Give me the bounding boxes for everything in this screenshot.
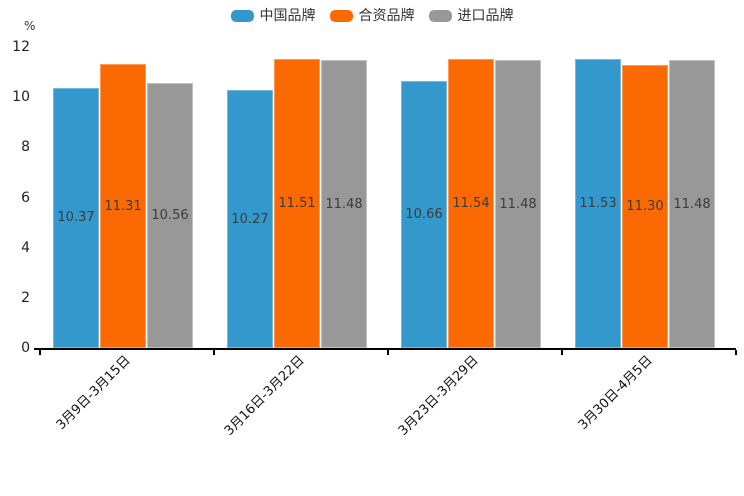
bar-合资品牌-4: 11.30 — [622, 64, 668, 348]
bar-value-label: 10.37 — [57, 210, 95, 226]
bar-进口品牌-1: 10.56 — [147, 83, 193, 348]
legend-swatch — [230, 10, 254, 22]
y-axis-tick-label: 12 — [12, 39, 30, 55]
x-axis-tick — [39, 350, 41, 355]
bar-进口品牌-2: 11.48 — [321, 60, 367, 348]
bar-中国品牌-2: 10.27 — [227, 90, 273, 348]
x-axis-category-label: 3月30日-4月5日 — [575, 353, 656, 433]
bar-合资品牌-2: 11.51 — [274, 59, 320, 348]
legend-label: 中国品牌 — [259, 8, 316, 24]
legend-item-1[interactable]: 中国品牌 — [230, 7, 316, 25]
x-axis-category-label: 3月23日-3月29日 — [395, 353, 482, 439]
legend-label: 进口品牌 — [457, 8, 514, 24]
x-axis-line — [34, 348, 736, 350]
bar-进口品牌-4: 11.48 — [669, 60, 715, 348]
legend-item-2[interactable]: 合资品牌 — [329, 7, 415, 25]
bar-value-label: 11.48 — [499, 196, 537, 212]
y-axis-tick-label: 10 — [12, 89, 30, 106]
y-axis-tick-label: 8 — [21, 139, 30, 156]
bar-value-label: 11.31 — [104, 198, 142, 214]
x-axis-category-label: 3月16日-3月22日 — [221, 353, 308, 439]
bar-value-label: 11.51 — [278, 196, 316, 212]
y-axis-tick-label: 4 — [21, 239, 30, 256]
x-axis-tick — [561, 350, 563, 355]
y-axis-tick-label: 2 — [21, 289, 30, 306]
x-axis-tick — [387, 350, 389, 355]
bar-value-label: 11.48 — [673, 196, 711, 212]
bar-中国品牌-3: 10.66 — [401, 80, 447, 348]
bar-value-label: 10.27 — [231, 211, 269, 227]
bar-value-label: 11.53 — [579, 195, 617, 211]
y-axis-unit-label: % — [24, 19, 36, 33]
bar-合资品牌-1: 11.31 — [100, 64, 146, 348]
chart-legend: 中国品牌 合资品牌 进口品牌 — [0, 7, 744, 25]
legend-swatch — [428, 10, 452, 22]
legend-label: 合资品牌 — [358, 8, 415, 24]
bar-value-label: 11.54 — [452, 195, 490, 211]
bar-中国品牌-4: 11.53 — [575, 58, 621, 348]
bar-value-label: 10.66 — [405, 206, 443, 222]
x-axis-tick — [213, 350, 215, 355]
bar-value-label: 11.48 — [325, 196, 363, 212]
bar-value-label: 11.30 — [626, 198, 664, 214]
bar-value-label: 10.56 — [151, 208, 189, 224]
bar-中国品牌-1: 10.37 — [53, 87, 99, 348]
x-axis-tick — [735, 350, 737, 355]
legend-swatch — [329, 10, 353, 22]
y-axis-tick-label: 0 — [21, 340, 30, 356]
legend-item-3[interactable]: 进口品牌 — [428, 7, 514, 25]
y-axis-tick-label: 6 — [21, 189, 30, 206]
bar-进口品牌-3: 11.48 — [495, 60, 541, 348]
bar-合资品牌-3: 11.54 — [448, 58, 494, 348]
x-axis-category-label: 3月9日-3月15日 — [53, 353, 134, 433]
